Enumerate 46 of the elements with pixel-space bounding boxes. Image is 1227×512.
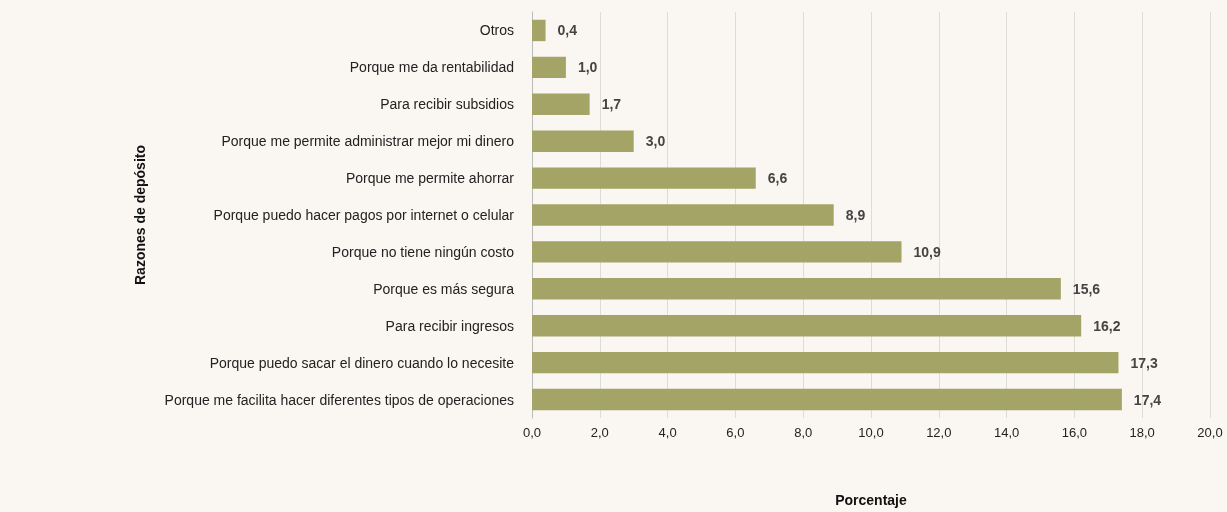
bar [532, 351, 1119, 374]
y-tick-label: Porque no tiene ningún costo [331, 243, 515, 260]
x-tick-label: 20,0 [1197, 425, 1223, 440]
y-tick-label: Porque es más segura [373, 280, 515, 297]
bar [532, 241, 902, 263]
data-label: 15,6 [1072, 280, 1101, 297]
y-tick-label: Otros [479, 22, 514, 39]
y-tick-label: Porque puedo sacar el dinero cuando lo necesite [209, 354, 515, 371]
data-label: 17,4 [1133, 391, 1162, 408]
y-tick-label: Porque me permite ahorrar [345, 170, 515, 187]
x-tick-label: 4,0 [658, 425, 677, 440]
y-axis-title: Razones de depósito [132, 144, 148, 286]
x-tick-label: 2,0 [590, 425, 609, 440]
bar [532, 19, 546, 42]
data-label: 0,4 [557, 22, 578, 39]
data-label: 3,0 [645, 133, 666, 150]
data-label: 6,6 [767, 170, 788, 187]
data-label: 17,3 [1130, 354, 1158, 371]
x-axis-title: Porcentaje [835, 492, 907, 508]
x-tick-label: 18,0 [1129, 425, 1155, 440]
x-tick-label: 8,0 [794, 425, 813, 440]
y-tick-label: Porque me facilita hacer diferentes tipos de operaciones [164, 391, 514, 408]
x-tick-label: 10,0 [858, 425, 884, 440]
x-tick-label: 0,0 [522, 425, 542, 440]
x-tick-label: 16,0 [1061, 425, 1088, 440]
y-tick-label: Porque puedo hacer pagos por internet o celular [213, 207, 515, 223]
bar [532, 204, 834, 226]
bar [532, 278, 1061, 300]
bar [532, 130, 634, 152]
y-tick-label: Porque me permite administrar mejor mi dinero [221, 133, 515, 150]
data-label: 1,7 [601, 96, 622, 113]
data-label: 10,9 [913, 243, 941, 260]
data-label: 1,0 [577, 59, 598, 76]
y-tick-label: Para recibir ingresos [385, 317, 514, 334]
x-tick-label: 14,0 [993, 425, 1020, 440]
y-tick-label: Para recibir subsidios [380, 96, 514, 113]
bar [532, 388, 1122, 411]
data-label: 8,9 [845, 207, 866, 223]
bar [532, 56, 566, 79]
x-tick-label: 6,0 [726, 425, 745, 440]
bar [532, 93, 590, 115]
y-tick-label: Porque me da rentabilidad [349, 59, 514, 76]
data-label: 16,2 [1093, 317, 1121, 334]
bar [532, 167, 756, 189]
bar [532, 315, 1082, 337]
x-tick-label: 12,0 [926, 425, 952, 440]
